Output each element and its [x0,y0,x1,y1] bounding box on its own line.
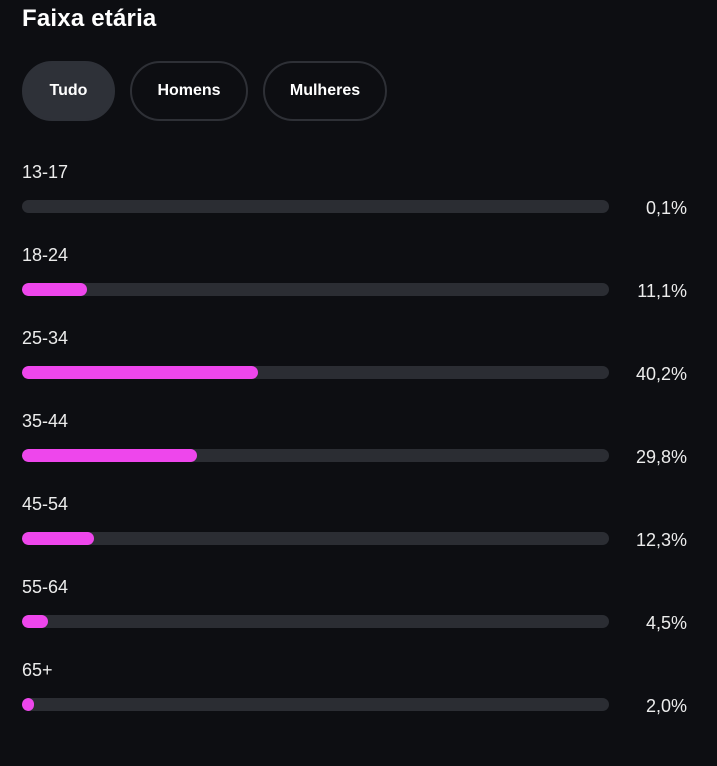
age-label: 25-34 [22,328,69,348]
age-percent: 12,3% [635,530,687,550]
age-percent: 4,5% [645,613,687,633]
age-row-25-34: 25-34 40,2% [0,326,717,409]
age-bar-fill [22,366,258,379]
age-label: 45-54 [22,494,69,514]
filter-mulheres-button[interactable]: Mulheres [263,61,387,121]
age-bar-track [22,698,609,711]
age-percent: 40,2% [635,364,687,384]
age-label: 65+ [22,660,53,680]
age-range-list: 13-17 0,1% 18-24 11,1% 25-34 40,2% 35-44… [0,160,717,741]
age-row-18-24: 18-24 11,1% [0,243,717,326]
page-title: Faixa etária [22,5,157,32]
age-bar-track [22,283,609,296]
age-bar-fill [22,615,49,628]
age-bar-track [22,615,609,628]
age-row-65-plus: 65+ 2,0% [0,658,717,741]
age-bar-track [22,449,609,462]
age-row-35-44: 35-44 29,8% [0,409,717,492]
filter-homens-button[interactable]: Homens [130,61,248,121]
age-row-55-64: 55-64 4,5% [0,575,717,658]
age-bar-fill [22,532,95,545]
age-percent: 2,0% [645,696,687,716]
age-percent: 29,8% [635,447,687,467]
age-row-13-17: 13-17 0,1% [0,160,717,243]
age-percent: 11,1% [637,281,687,301]
gender-filter-group: Tudo Homens Mulheres [22,61,387,121]
age-percent: 0,1% [645,198,687,218]
age-bar-fill [22,449,197,462]
age-bar-track [22,200,609,213]
filter-tudo-button[interactable]: Tudo [22,61,115,121]
age-label: 55-64 [22,577,69,597]
age-bar-track [22,366,609,379]
age-bar-fill [22,283,88,296]
age-label: 35-44 [22,411,69,431]
age-row-45-54: 45-54 12,3% [0,492,717,575]
age-label: 13-17 [22,162,69,182]
age-bar-fill [22,698,34,711]
age-bar-track [22,532,609,545]
age-label: 18-24 [22,245,69,265]
